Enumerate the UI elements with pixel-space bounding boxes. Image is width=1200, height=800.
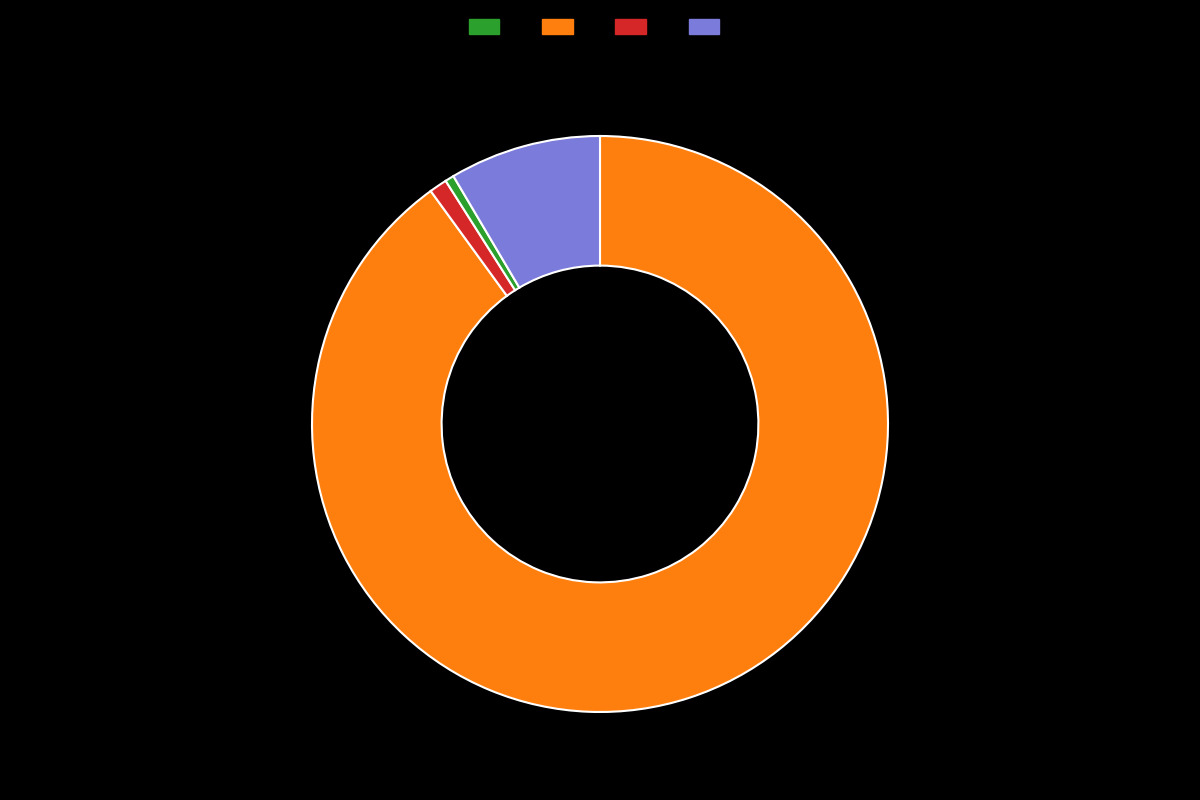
- Wedge shape: [454, 136, 600, 288]
- Wedge shape: [445, 176, 520, 290]
- Wedge shape: [431, 181, 515, 296]
- Wedge shape: [312, 136, 888, 712]
- Legend: , , , : , , ,: [464, 14, 736, 39]
